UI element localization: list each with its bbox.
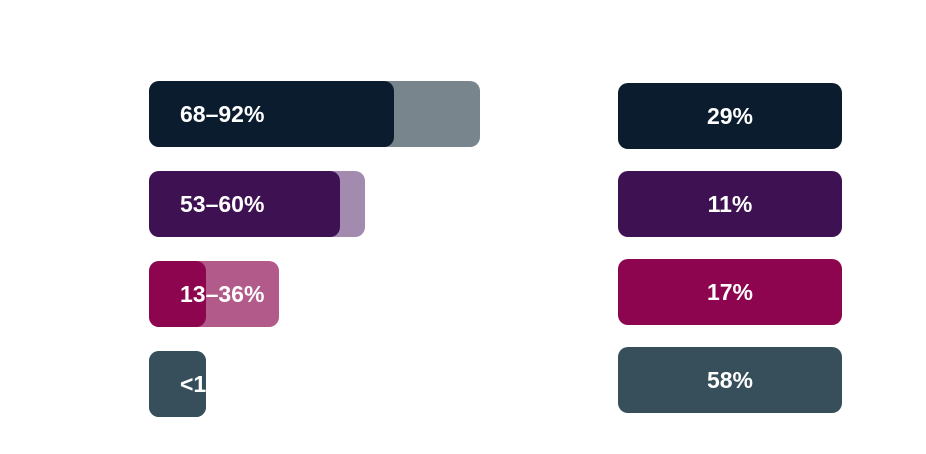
range-label: 68–92%	[180, 100, 265, 127]
range-label: <1	[180, 370, 206, 397]
share-box: 29%	[618, 83, 842, 149]
range-lower-bar	[149, 261, 206, 327]
range-lower-bar	[149, 171, 340, 237]
range-bar-row: 53–60%	[149, 171, 365, 237]
share-box: 11%	[618, 171, 842, 237]
range-bar-row: <1	[149, 351, 206, 417]
range-lower-bar	[149, 81, 394, 147]
share-box: 17%	[618, 259, 842, 325]
share-box: 58%	[618, 347, 842, 413]
range-lower-bar	[149, 351, 206, 417]
range-bar-row: 68–92%	[149, 81, 481, 147]
range-label: 53–60%	[180, 190, 265, 217]
range-label: 13–36%	[180, 280, 265, 307]
range-bar-row: 13–36%	[149, 261, 279, 327]
